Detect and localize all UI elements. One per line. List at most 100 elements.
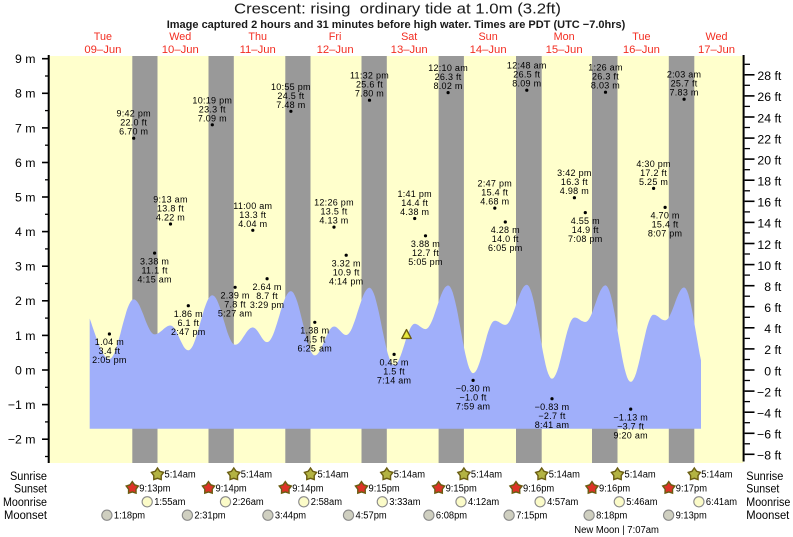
svg-text:Sun: Sun [478,31,497,43]
svg-text:9:13 am: 9:13 am [153,195,187,205]
svg-text:1:26 am: 1:26 am [588,63,622,73]
svg-text:Sat: Sat [401,31,417,43]
svg-text:14.4 ft: 14.4 ft [401,198,428,208]
svg-text:Fri: Fri [329,31,342,43]
svg-text:Crescent: rising ordinary tid: Crescent: rising ordinary tide at 1.0m (… [234,0,561,17]
svg-text:5:14am: 5:14am [165,470,196,481]
svg-text:−0.30 m: −0.30 m [456,384,491,394]
svg-text:4.13 m: 4.13 m [319,216,348,226]
svg-text:9:15pm: 9:15pm [369,483,400,494]
svg-text:24 ft: 24 ft [757,111,782,125]
svg-text:10.9 ft: 10.9 ft [333,267,360,277]
svg-text:7.8 ft: 7.8 ft [224,300,246,310]
svg-text:8.03 m: 8.03 m [591,81,620,91]
svg-text:7:14 am: 7:14 am [377,376,411,386]
svg-text:5:14am: 5:14am [549,470,580,481]
svg-text:0 m: 0 m [15,363,36,377]
svg-text:−6 ft: −6 ft [757,428,782,442]
svg-text:25.7 ft: 25.7 ft [671,79,698,89]
svg-text:14 ft: 14 ft [757,217,782,231]
svg-text:−2 m: −2 m [8,433,36,447]
svg-text:25.6 ft: 25.6 ft [356,80,383,90]
svg-text:4.22 m: 4.22 m [156,213,185,223]
svg-text:12.7 ft: 12.7 ft [412,248,439,258]
svg-text:6.1 ft: 6.1 ft [177,318,199,328]
svg-text:4.28 m: 4.28 m [491,225,520,235]
svg-text:6:25 am: 6:25 am [298,344,332,354]
svg-text:4:15 am: 4:15 am [137,274,171,284]
svg-text:4.04 m: 4.04 m [238,219,267,229]
svg-text:5.25 m: 5.25 m [639,177,668,187]
svg-text:8 ft: 8 ft [764,280,782,294]
svg-text:11:00 am: 11:00 am [233,201,272,211]
svg-text:1 m: 1 m [15,329,36,343]
svg-text:1.38 m: 1.38 m [300,326,329,336]
svg-text:5:14am: 5:14am [625,470,656,481]
svg-text:10:19 pm: 10:19 pm [192,95,232,105]
svg-text:15–Jun: 15–Jun [546,44,583,56]
svg-text:Image captured 2 hours and 31: Image captured 2 hours and 31 minutes be… [167,19,626,31]
svg-text:9:14pm: 9:14pm [216,483,247,494]
svg-text:1.86 m: 1.86 m [174,309,203,319]
svg-text:Wed: Wed [705,31,727,43]
svg-text:15.4 ft: 15.4 ft [481,188,508,198]
svg-text:7.09 m: 7.09 m [198,113,227,123]
svg-text:2:05 pm: 2:05 pm [92,355,126,365]
svg-text:2:26am: 2:26am [233,497,264,508]
svg-text:−4 ft: −4 ft [757,407,782,421]
svg-text:0.45 m: 0.45 m [379,358,408,368]
svg-text:Moonrise: Moonrise [746,495,790,509]
svg-text:Sunset: Sunset [746,482,780,496]
svg-text:5:14am: 5:14am [471,470,502,481]
svg-text:Wed: Wed [169,31,191,43]
svg-text:8.09 m: 8.09 m [512,79,541,89]
svg-text:10–Jun: 10–Jun [162,44,199,56]
svg-text:12 ft: 12 ft [757,238,782,252]
svg-text:1.5 ft: 1.5 ft [383,367,405,377]
svg-text:Tue: Tue [94,31,112,43]
svg-text:9:16pm: 9:16pm [523,483,554,494]
svg-text:16.3 ft: 16.3 ft [561,177,588,187]
svg-text:2:47 pm: 2:47 pm [171,327,205,337]
svg-text:4.55 m: 4.55 m [571,216,600,226]
svg-text:09–Jun: 09–Jun [84,44,121,56]
svg-text:22 ft: 22 ft [757,132,782,146]
svg-text:3:29 pm: 3:29 pm [250,300,284,310]
svg-text:Tue: Tue [632,31,650,43]
svg-text:7:15pm: 7:15pm [516,511,547,522]
svg-text:1:55am: 1:55am [154,497,185,508]
svg-text:7 m: 7 m [15,121,36,135]
svg-text:2:03 am: 2:03 am [667,70,701,80]
svg-text:9:17pm: 9:17pm [676,483,707,494]
svg-text:15.4 ft: 15.4 ft [652,220,679,230]
svg-text:−1.0 ft: −1.0 ft [459,393,486,403]
svg-text:5:46am: 5:46am [626,497,657,508]
svg-text:3.88 m: 3.88 m [411,239,440,249]
svg-text:6:41am: 6:41am [706,497,737,508]
svg-text:12:48 am: 12:48 am [507,61,547,71]
svg-text:20 ft: 20 ft [757,153,782,167]
svg-text:8 m: 8 m [15,87,36,101]
svg-text:3:42 pm: 3:42 pm [557,168,591,178]
svg-text:−3.7 ft: −3.7 ft [617,421,644,431]
svg-text:8:07 pm: 8:07 pm [648,229,682,239]
svg-text:17–Jun: 17–Jun [698,44,735,56]
svg-text:11.1 ft: 11.1 ft [141,265,168,275]
svg-text:9:13pm: 9:13pm [676,511,707,522]
svg-text:26.3 ft: 26.3 ft [592,72,619,82]
svg-text:5:05 pm: 5:05 pm [408,257,442,267]
svg-text:26 ft: 26 ft [757,90,782,104]
svg-text:24.5 ft: 24.5 ft [277,91,304,101]
svg-text:4:12am: 4:12am [468,497,499,508]
svg-text:7.48 m: 7.48 m [276,100,305,110]
svg-text:16 ft: 16 ft [757,196,782,210]
svg-text:4.70 m: 4.70 m [650,211,679,221]
svg-text:23.3 ft: 23.3 ft [199,104,226,114]
svg-text:Thu: Thu [248,31,267,43]
svg-text:9 m: 9 m [15,52,36,66]
svg-text:8:18pm: 8:18pm [596,511,627,522]
svg-text:4 ft: 4 ft [764,322,782,336]
svg-text:9:13pm: 9:13pm [139,483,170,494]
svg-text:10:55 pm: 10:55 pm [271,82,311,92]
svg-text:New Moon | 7:07am: New Moon | 7:07am [574,525,659,536]
